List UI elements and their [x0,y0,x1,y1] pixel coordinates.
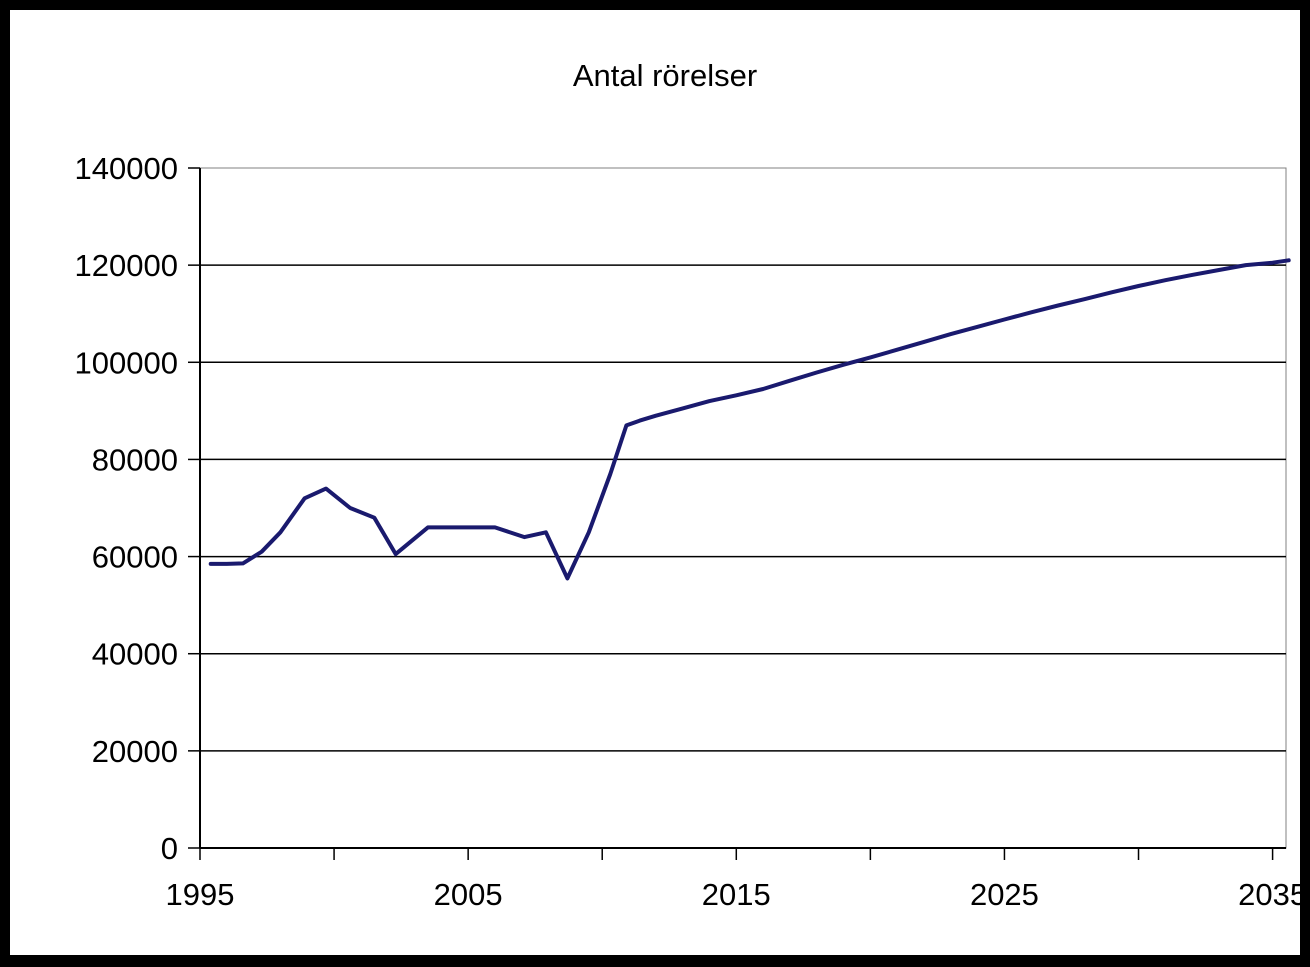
plot-area-border [199,167,1287,849]
x-tick-label: 2035 [1238,877,1300,912]
y-tick-label: 60000 [92,540,178,575]
y-tick-label: 120000 [75,248,178,283]
y-tick-label: 100000 [75,345,178,380]
series-line [208,258,1291,581]
chart-frame: Antal rörelser 0 20000 40000 60000 80000 1000… [10,10,1300,955]
line-chart: 0 20000 40000 60000 80000 100000 120000 140000 1… [75,151,1300,912]
y-tick-label: 80000 [92,442,178,477]
y-tick-label: 40000 [92,637,178,672]
x-tick-label: 2005 [434,877,503,912]
x-tick-label: 2025 [970,877,1039,912]
x-tick-label: 1995 [166,877,235,912]
x-tick-label: 2015 [702,877,771,912]
y-tick-label: 0 [161,831,178,866]
chart-title: Antal rörelser [572,58,758,93]
y-tick-label: 20000 [92,734,178,769]
y-tick-label: 140000 [75,151,178,186]
